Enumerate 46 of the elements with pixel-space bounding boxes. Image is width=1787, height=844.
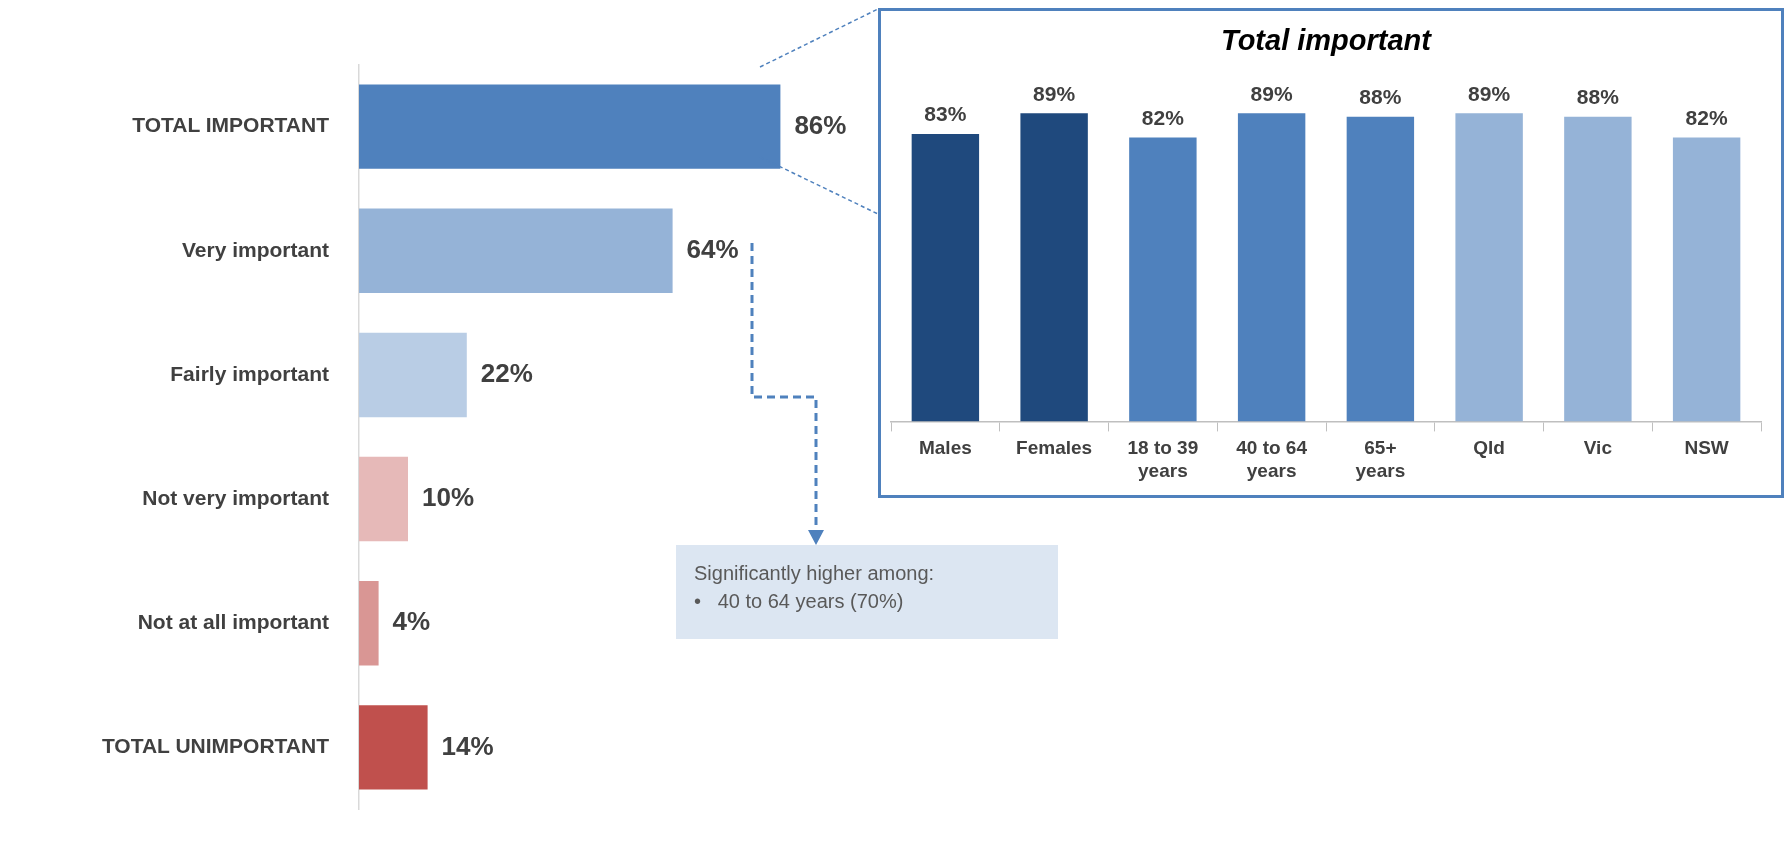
x-tick-label: NSW [1684, 437, 1729, 459]
data-label: 14% [441, 730, 494, 761]
annotation: • 40 to 64 years (70%) [694, 589, 905, 614]
data-label: 86% [794, 109, 847, 140]
data-label: 82% [1141, 105, 1185, 129]
bar [359, 581, 379, 666]
bar [1129, 137, 1197, 422]
bar [359, 456, 408, 542]
x-tick-label: Males [918, 437, 972, 459]
bar [1020, 113, 1088, 422]
bar [1672, 137, 1741, 422]
bar [359, 84, 781, 169]
y-tick-label: Not very important [142, 485, 329, 509]
data-label: 88% [1359, 85, 1402, 109]
data-label: 82% [1685, 105, 1728, 129]
y-tick-label: TOTAL UNIMPORTANT [101, 734, 330, 758]
bar [1237, 113, 1306, 422]
note-box: Significantly higher among: • 40 to 64 years (70%) [676, 545, 1058, 639]
bar [1455, 113, 1523, 422]
x-tick-label: Females [1016, 437, 1093, 459]
y-tick-label: Fairly important [170, 361, 329, 385]
y-tick-label: Not at all important [137, 610, 329, 633]
annotation: Significantly higher among: [694, 561, 936, 586]
bar [911, 134, 980, 422]
data-label: 64% [686, 233, 739, 264]
data-label: 10% [422, 482, 475, 513]
data-label: 4% [392, 606, 431, 637]
data-label: 89% [1250, 81, 1293, 105]
y-tick-label: Very important [181, 237, 329, 261]
data-label: 22% [480, 358, 533, 389]
x-tick-label: Vic [1583, 437, 1613, 459]
data-label: 88% [1576, 85, 1620, 109]
bar [359, 208, 673, 294]
y-tick-label: TOTAL IMPORTANT [132, 113, 330, 137]
data-label: 89% [1033, 81, 1076, 105]
bar [1346, 116, 1415, 422]
bar [1564, 116, 1632, 422]
data-label: 83% [924, 102, 967, 126]
bar [359, 332, 467, 418]
data-label: 89% [1468, 81, 1511, 105]
x-tick-label: 40 to 64 years [1236, 437, 1308, 481]
x-tick-label: Qld [1473, 437, 1505, 459]
chart-title: Total important [1221, 24, 1433, 57]
bar [359, 705, 428, 790]
x-tick-label: 65+ years [1355, 437, 1406, 481]
x-tick-label: 18 to 39 years [1127, 437, 1199, 481]
